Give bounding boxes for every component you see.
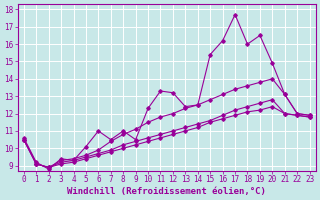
X-axis label: Windchill (Refroidissement éolien,°C): Windchill (Refroidissement éolien,°C)	[67, 187, 266, 196]
